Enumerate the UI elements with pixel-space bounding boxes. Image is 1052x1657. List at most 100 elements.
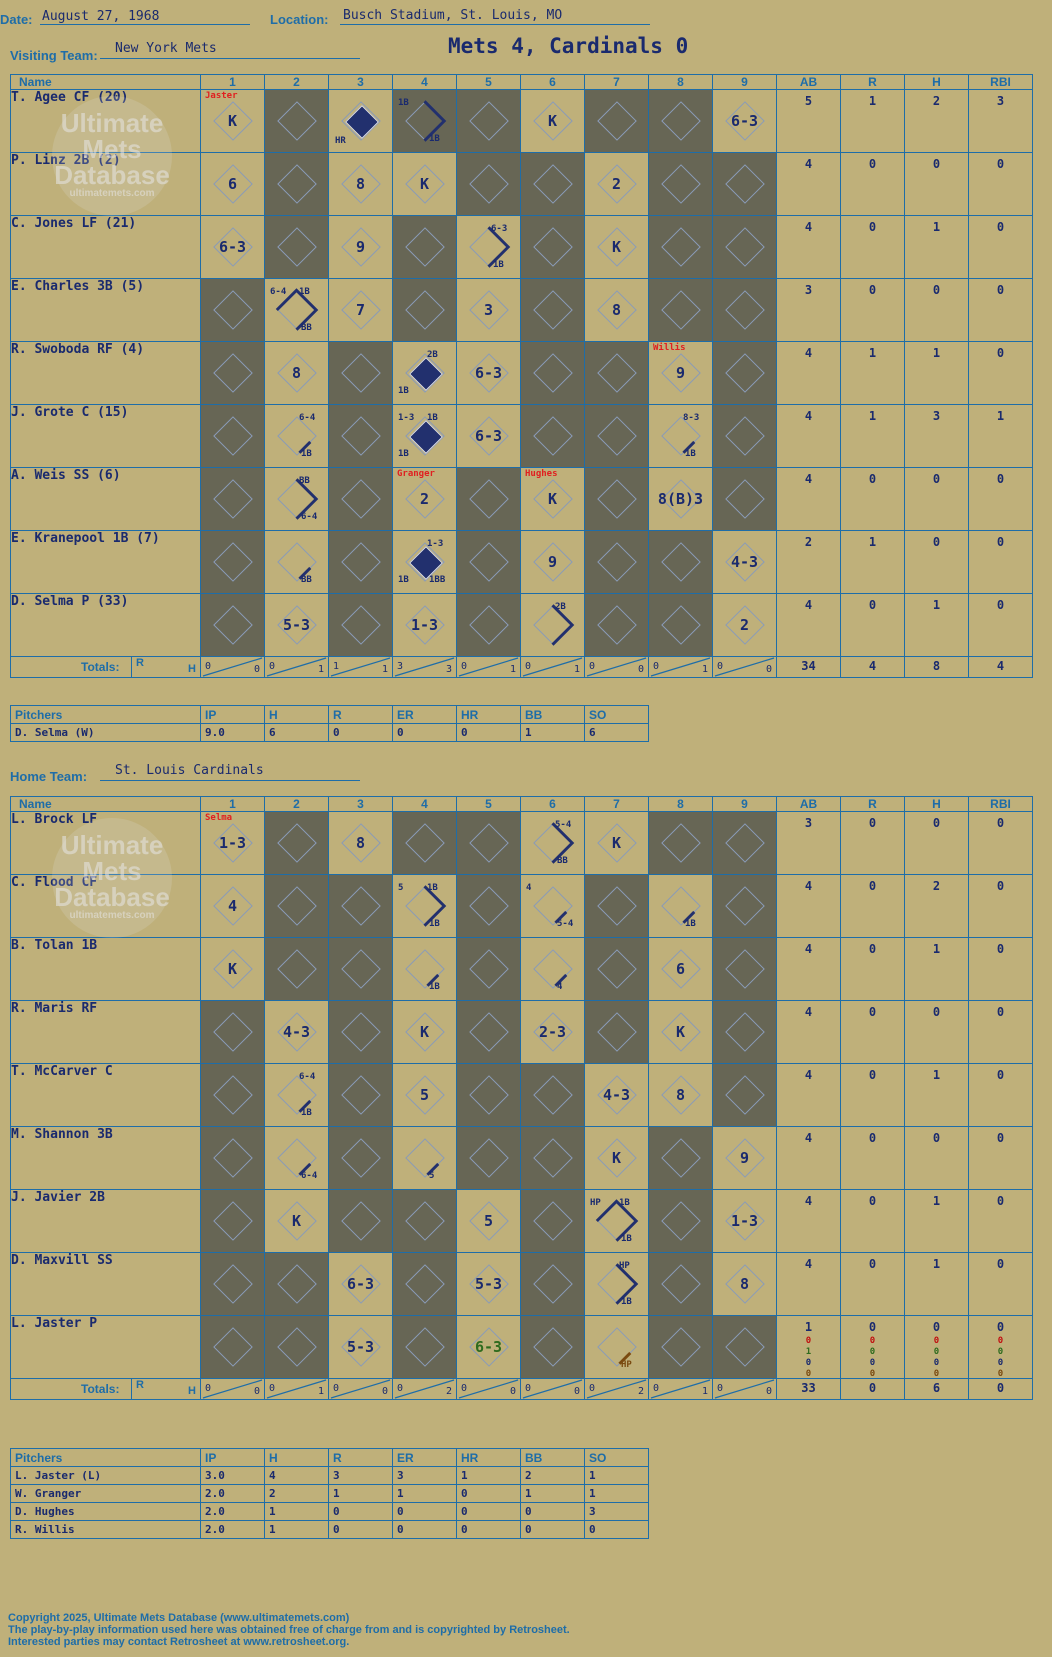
notation-top-right: BB (299, 476, 310, 486)
base-diamond (212, 605, 253, 645)
rbi-cell: 0 (968, 1126, 1033, 1190)
batter-row: D. Maxvill SS 6-3 5-3 HP 1B 8 4 0 1 0 (10, 1252, 1033, 1316)
batter-name: T. Agee CF (20) (10, 89, 201, 153)
h-cell: 1 (904, 215, 969, 279)
base-diamond (404, 1264, 445, 1304)
watermark-logo: Ultimate Mets Database ultimatemets.com (42, 818, 182, 938)
inning-header: 4 (392, 74, 457, 90)
rh-legend-h: H (188, 1385, 196, 1397)
base-path (426, 973, 440, 987)
notation-bottom-right: 6-4 (301, 1171, 318, 1181)
r-cell: 0 (840, 874, 905, 938)
sub-h-value: 0 (933, 1358, 940, 1368)
at-bat-cell (712, 215, 777, 279)
base-diamond (596, 479, 637, 519)
totals-label-cell: Totals: R H (10, 1378, 201, 1400)
total-h: 6 (932, 1381, 941, 1395)
play-notation: 7 (355, 301, 366, 319)
at-bat-cell (712, 467, 777, 531)
batter-name: P. Linz 2B (2) (10, 152, 201, 216)
at-bat-cell (264, 874, 329, 938)
notation-bottom-right: 5 (429, 1171, 435, 1181)
notation-top-right: 1B (427, 413, 438, 423)
h-cell: 1 (904, 1063, 969, 1127)
batter-row: C. Jones LF (21) 6-3 9 6-3 1B K 4 0 1 0 (10, 215, 1033, 279)
notation-top-left: 5 (398, 883, 404, 893)
sub-h-value: 0 (933, 1369, 940, 1379)
at-bat-cell: K (520, 89, 585, 153)
h-cell: 2 (904, 89, 969, 153)
at-bat-cell: 4-3 (712, 530, 777, 594)
pitching-stat: 1 (392, 1484, 457, 1503)
notation-bottom-right: 4 (557, 982, 563, 992)
total-rbi: 4 (996, 659, 1005, 673)
base-diamond (212, 1012, 253, 1052)
notation-top-left: 6-4 (270, 287, 287, 297)
at-bat-cell (200, 341, 265, 405)
base-diamond (532, 1327, 573, 1367)
notation-top-right: 1B (619, 1198, 630, 1208)
notation-top-left: HP (590, 1198, 601, 1208)
footer-contact: Interested parties may contact Retroshee… (8, 1636, 350, 1648)
r-cell: 0 (840, 467, 905, 531)
at-bat-cell (520, 278, 585, 342)
base-diamond (660, 227, 701, 267)
inning-header: 6 (520, 74, 585, 90)
pitching-stat: 9.0 (200, 723, 265, 742)
rbi-cell: 0 (968, 874, 1033, 938)
rbi-cell: 0 (968, 1189, 1033, 1253)
at-bat-cell: 2B (520, 593, 585, 657)
at-bat-cell: HR (328, 89, 393, 153)
watermark-circle (52, 818, 172, 938)
sub-ab-value: 0 (805, 1369, 812, 1379)
base-diamond (340, 949, 381, 989)
base-diamond (724, 416, 765, 456)
base-diamond (596, 353, 637, 393)
at-bat-cell (584, 89, 649, 153)
h-value: 1 (932, 1194, 941, 1208)
h-cell: 0 (904, 278, 969, 342)
notation-top-right: 1B (427, 883, 438, 893)
watermark-line4: ultimatemets.com (69, 188, 155, 199)
total-r: 4 (868, 659, 877, 673)
ab-cell: 4 (776, 593, 841, 657)
at-bat-cell (584, 937, 649, 1001)
base-diamond (724, 353, 765, 393)
pitching-header: HR (456, 705, 521, 724)
inning-hits: 0 (765, 664, 772, 675)
watermark-text: Ultimate Mets Database ultimatemets.com (42, 832, 182, 922)
watermark-logo: Ultimate Mets Database ultimatemets.com (42, 96, 182, 216)
inning-runs: 1 (333, 661, 340, 672)
at-bat-cell (712, 811, 777, 875)
at-bat-cell (456, 1126, 521, 1190)
pitcher-name: L. Jaster (L) (10, 1466, 201, 1485)
rbi-cell: 0 (968, 341, 1033, 405)
inning-header: 1 (200, 74, 265, 90)
h-cell: 1 (904, 1189, 969, 1253)
r-cell: 0 (840, 1000, 905, 1064)
rbi-cell: 1 (968, 404, 1033, 468)
h-cell: 2 (904, 874, 969, 938)
inning-hits: 1 (509, 664, 516, 675)
totals-label-cell: Totals: R H (10, 656, 201, 678)
base-diamond (212, 1327, 253, 1367)
play-notation: 6 (227, 175, 238, 193)
home-team: St. Louis Cardinals (115, 763, 264, 778)
notation-bottom-left: 1B (398, 386, 409, 396)
play-notation: 2 (419, 490, 430, 508)
at-bat-cell: K (584, 215, 649, 279)
base-diamond (724, 823, 765, 863)
base-diamond (468, 479, 509, 519)
base-diamond (404, 290, 445, 330)
base-path (298, 440, 312, 454)
at-bat-cell (328, 593, 393, 657)
inning-header: 7 (584, 74, 649, 90)
at-bat-cell: 9 (712, 1126, 777, 1190)
base-diamond (724, 164, 765, 204)
at-bat-cell (328, 467, 393, 531)
base-diamond (724, 886, 765, 926)
at-bat-cell (328, 341, 393, 405)
